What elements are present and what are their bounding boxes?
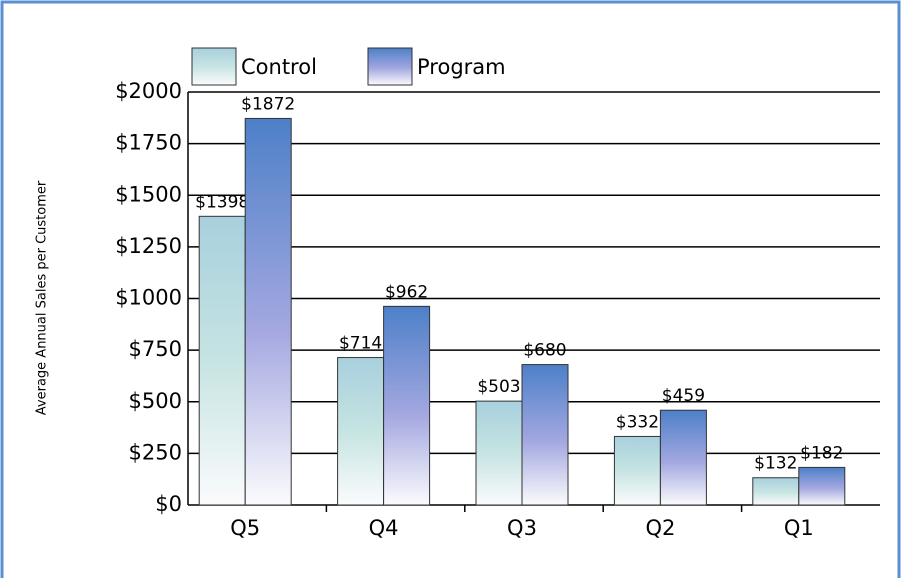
legend-label: Control (241, 55, 317, 79)
bar (475, 400, 523, 506)
bar (337, 357, 385, 506)
bar (752, 477, 800, 506)
x-tick-label: Q5 (230, 516, 260, 540)
bar (244, 117, 292, 506)
x-tick-label: Q3 (507, 516, 537, 540)
value-label: $680 (523, 341, 566, 361)
x-tick-label: Q1 (784, 516, 814, 540)
value-label: $1398 (195, 192, 249, 212)
bar (198, 215, 246, 506)
y-tick-label: $1500 (115, 182, 182, 206)
y-tick-label: $1750 (115, 131, 182, 155)
value-label: $332 (616, 412, 659, 432)
bar (613, 435, 661, 506)
value-label: $182 (800, 443, 843, 463)
y-axis-label: Average Annual Sales per Customer (35, 180, 50, 415)
value-label: $503 (477, 377, 520, 397)
bar (383, 305, 431, 506)
y-tick-label: $250 (129, 440, 182, 464)
y-tick-label: $2000 (115, 79, 182, 103)
value-label: $714 (339, 334, 382, 354)
value-label: $132 (754, 454, 797, 474)
legend-swatch (191, 47, 237, 86)
y-tick-label: $500 (129, 389, 182, 413)
value-label: $962 (385, 282, 428, 302)
x-tick-label: Q4 (369, 516, 399, 540)
bar (521, 364, 569, 506)
value-label: $459 (662, 386, 705, 406)
bar (659, 409, 707, 506)
value-label: $1872 (241, 94, 295, 114)
x-tick-label: Q2 (645, 516, 675, 540)
y-tick-label: $0 (155, 492, 182, 516)
y-tick-label: $1250 (115, 234, 182, 258)
legend-label: Program (417, 55, 506, 79)
y-tick-label: $1000 (115, 286, 182, 310)
legend-swatch (367, 47, 413, 86)
y-tick-label: $750 (129, 337, 182, 361)
bar (798, 466, 846, 506)
